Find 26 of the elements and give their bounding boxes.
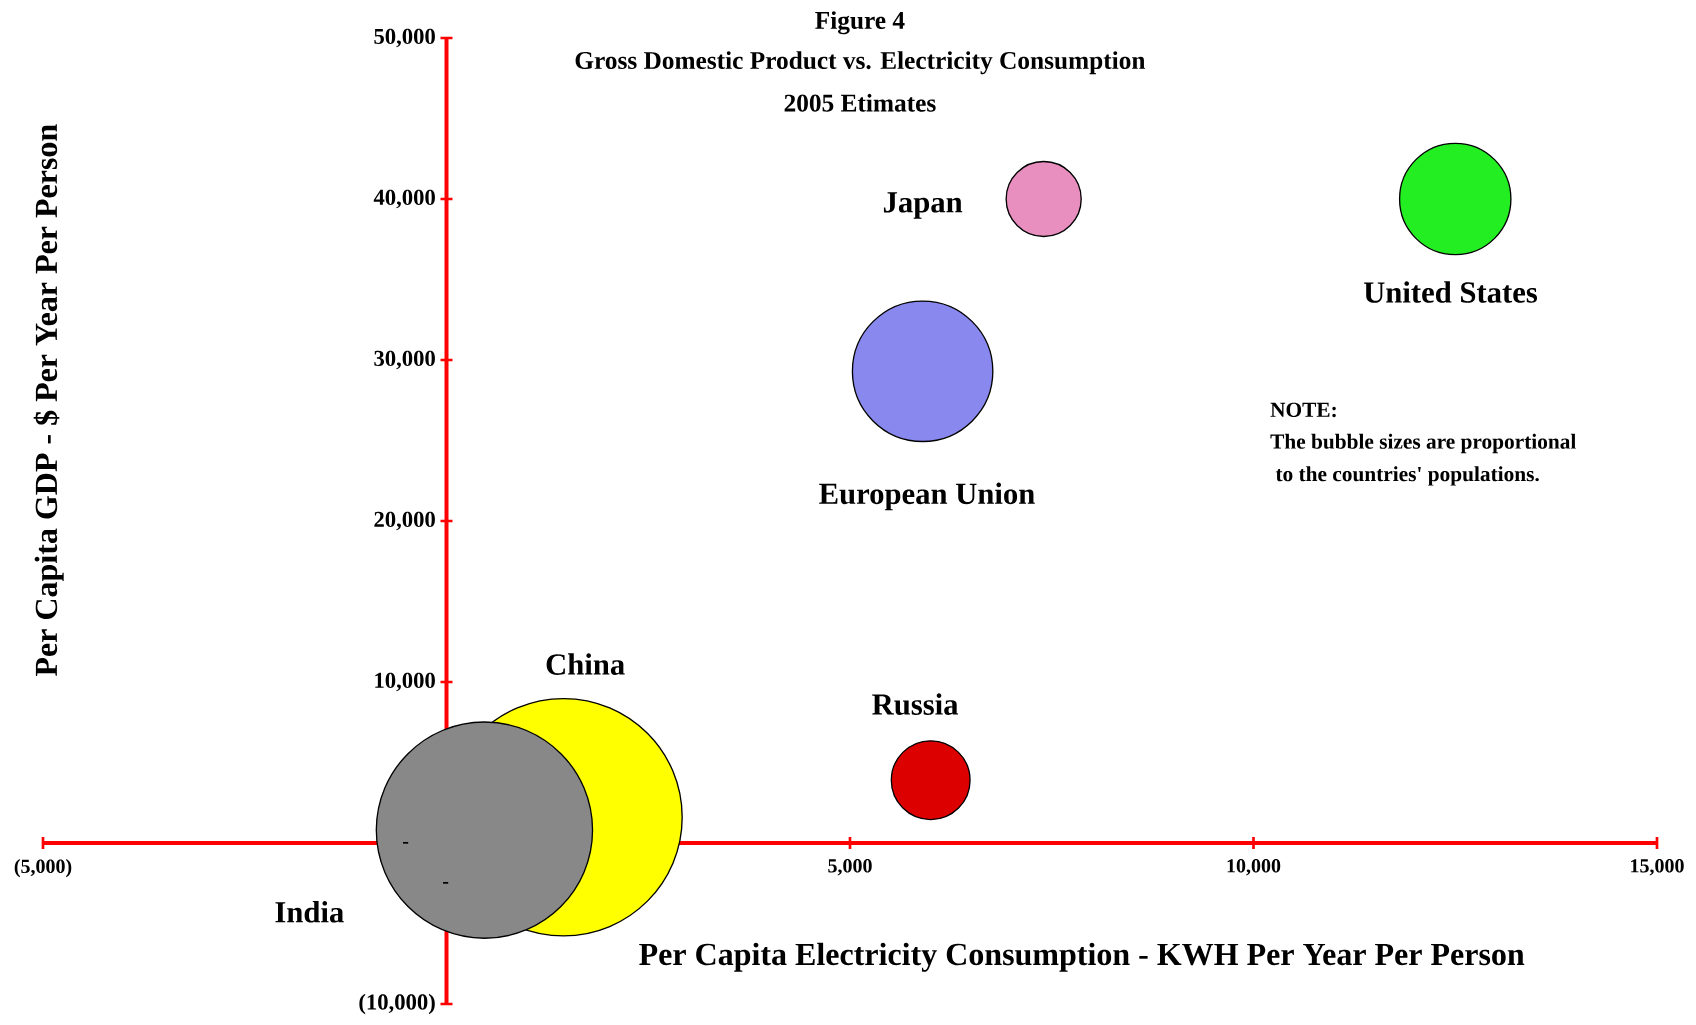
y-tick-label: 30,000 bbox=[374, 350, 435, 370]
y-tick-label: 10,000 bbox=[375, 672, 435, 692]
y-axis-title: Per Capita GDP - $ Per Year Per Person bbox=[33, 124, 64, 676]
y-tick-label: 50,000 bbox=[374, 28, 435, 48]
annotation: - bbox=[403, 841, 409, 844]
series-label: Japan bbox=[883, 192, 963, 219]
y-tick-label: (10,000) bbox=[359, 993, 435, 1015]
chart-title: Figure 4 bbox=[815, 11, 905, 35]
x-tick-label: 15,000 bbox=[1631, 859, 1684, 876]
annotation: to the countries' populations. bbox=[1275, 466, 1539, 486]
series-label: China bbox=[546, 653, 625, 675]
annotation: - bbox=[443, 881, 449, 884]
x-axis-title: Per Capita Electricity Consumption - KWH Per Year Per Person bbox=[639, 942, 1525, 972]
series-label: Russia bbox=[872, 693, 959, 715]
series-label: United States bbox=[1363, 281, 1538, 303]
annotation: NOTE: bbox=[1270, 402, 1336, 418]
chart-subtitle: Gross Domestic Product vs. Electricity Consumption bbox=[575, 51, 1146, 75]
x-tick-label: (5,000) bbox=[14, 859, 72, 878]
x-tick-label: 10,000 bbox=[1227, 859, 1281, 876]
x-tick-label: 5,000 bbox=[828, 859, 872, 876]
series-label: European Union bbox=[819, 482, 1035, 511]
annotation: 2005 Etimates bbox=[784, 93, 936, 112]
y-tick-label: 40,000 bbox=[373, 189, 435, 209]
annotation: The bubble sizes are proportional bbox=[1270, 433, 1576, 454]
y-tick-label: 20,000 bbox=[374, 511, 435, 531]
text: India bbox=[275, 901, 344, 923]
